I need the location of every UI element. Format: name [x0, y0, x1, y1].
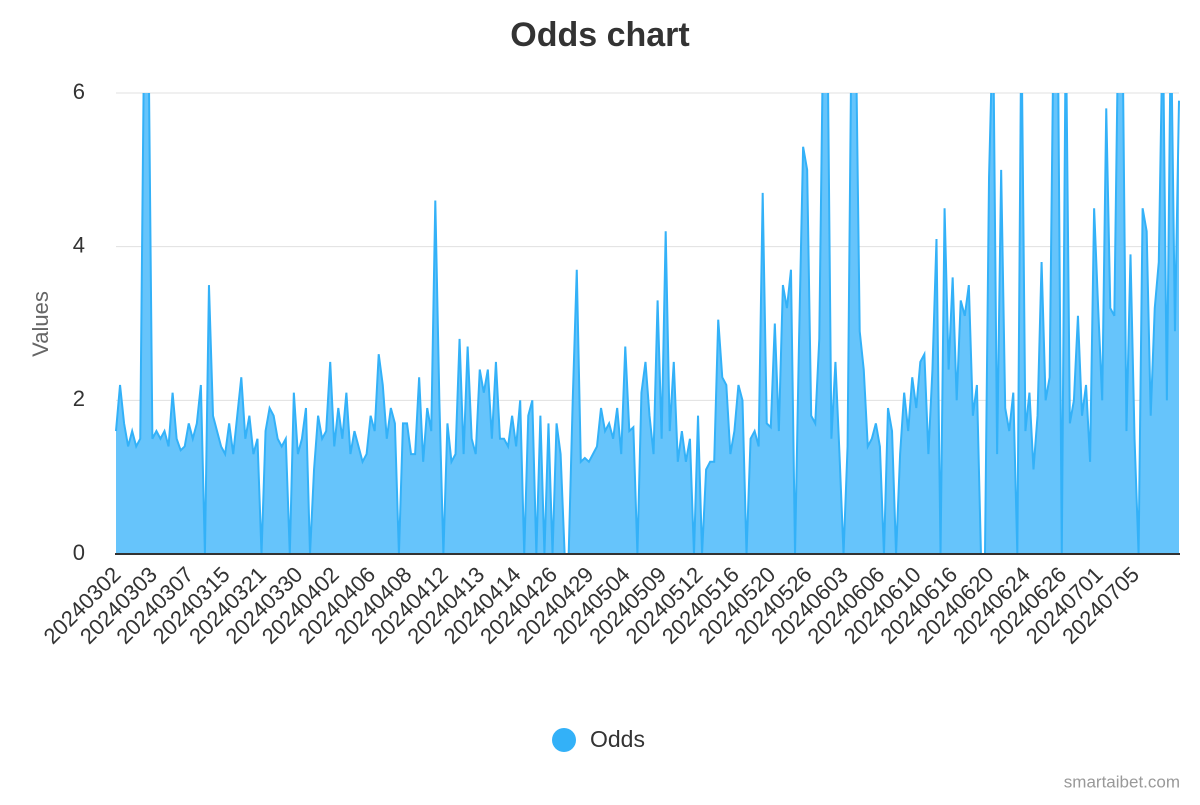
- y-tick-label: 2: [73, 386, 85, 411]
- area: [116, 93, 1179, 554]
- legend-label: Odds: [590, 726, 645, 752]
- y-tick-label: 6: [73, 79, 85, 104]
- line: [115, 93, 1180, 555]
- y-tick-label: 0: [73, 540, 85, 565]
- y-tick-label: 4: [73, 232, 85, 257]
- legend-marker: [552, 728, 576, 752]
- plot-area: [115, 93, 1180, 555]
- y-axis-title: Values: [28, 291, 53, 357]
- chart-title: Odds chart: [510, 16, 689, 54]
- credit: smartaibet.com: [1064, 772, 1180, 791]
